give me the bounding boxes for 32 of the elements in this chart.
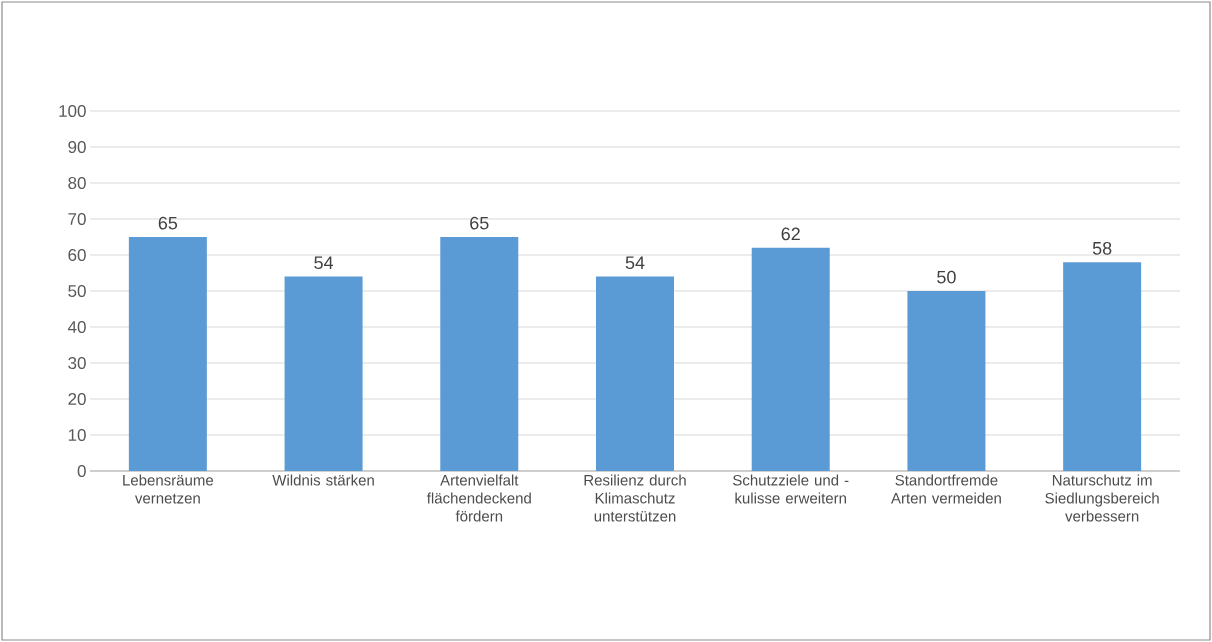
y-tick-label: 40 bbox=[67, 320, 86, 334]
bar bbox=[751, 247, 830, 471]
data-label: 65 bbox=[158, 216, 178, 230]
x-tick-label: Lebensräume vernetzen bbox=[123, 474, 214, 504]
bar bbox=[1063, 262, 1142, 471]
data-label: 62 bbox=[781, 227, 800, 241]
bar bbox=[284, 276, 363, 471]
x-tick-label: Wildnis stärken bbox=[272, 474, 374, 486]
y-tick-label: 60 bbox=[68, 248, 86, 262]
bar bbox=[128, 237, 207, 471]
x-tick-label: Standortfremde Arten vermeiden bbox=[891, 474, 1001, 504]
x-tick-label: Artenvielfalt flächendeckend fördern bbox=[426, 474, 531, 522]
data-label: 54 bbox=[625, 256, 645, 270]
data-label: 65 bbox=[470, 216, 489, 230]
x-tick-label: Naturschutz im Siedlungsbereich verbessern bbox=[1045, 474, 1159, 522]
y-tick-label: 90 bbox=[68, 140, 86, 154]
y-tick-label: 80 bbox=[68, 176, 86, 190]
y-tick-label: 50 bbox=[68, 284, 86, 298]
y-tick-label: 0 bbox=[77, 464, 86, 478]
y-tick-label: 20 bbox=[68, 392, 86, 406]
data-label: 50 bbox=[937, 270, 956, 284]
y-tick-label: 10 bbox=[68, 428, 86, 442]
data-label: 58 bbox=[1092, 241, 1112, 255]
bar bbox=[907, 291, 986, 471]
bar bbox=[596, 276, 674, 471]
bar bbox=[440, 237, 519, 471]
y-tick-label: 70 bbox=[68, 212, 86, 226]
y-tick-label: 100 bbox=[59, 104, 86, 118]
data-label: 54 bbox=[314, 256, 334, 270]
y-tick-label: 30 bbox=[68, 356, 86, 370]
x-tick-label: Schutzziele und - kulisse erweitern bbox=[733, 474, 849, 504]
x-tick-label: Resilienz durch Klimaschutz unterstützen bbox=[584, 474, 686, 522]
